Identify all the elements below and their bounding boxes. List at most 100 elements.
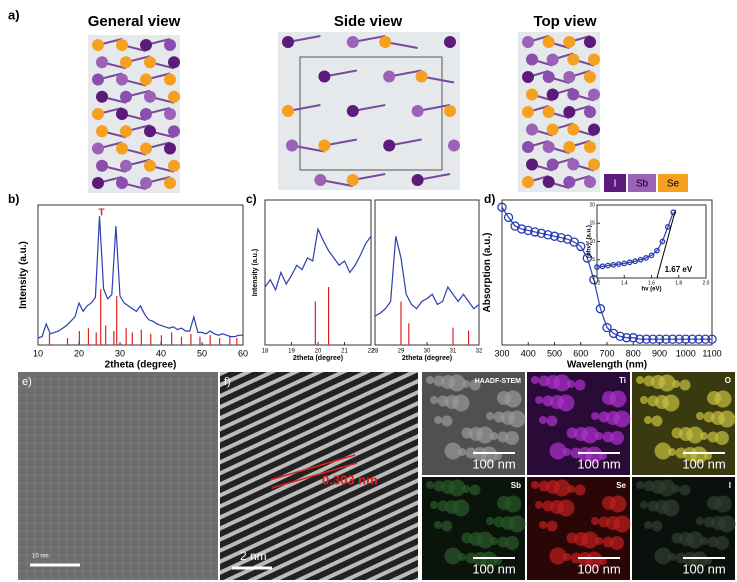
map-grain [640,501,648,509]
map-grain [662,394,680,412]
x-tick-label: 1.6 [648,280,655,286]
map-grain [549,442,567,460]
atom [379,36,392,48]
map-grain [715,536,729,550]
atom [140,73,152,86]
map-grain [644,416,652,424]
atom [584,71,596,83]
x-tick-label: 700 [599,348,614,358]
atom [144,125,156,138]
atom [588,88,600,101]
map-grain [480,446,498,464]
map-grain [508,410,526,428]
legend-swatch [658,174,688,192]
map-grain [714,495,732,513]
map-grain [636,481,644,489]
atom [120,56,132,69]
x-axis-label: hv (eV) [641,287,661,293]
panel-label: b) [8,192,19,206]
y-axis-label: (αhν)² (a.u.) [586,225,593,258]
data-point [543,230,553,240]
map-grain [462,380,470,388]
map-grain [679,379,691,391]
panel-label: d) [484,192,495,206]
atom [526,123,538,136]
map-grain [581,531,599,549]
scale-label: 100 nm [682,561,725,576]
map-grain [718,410,736,428]
map-grain [696,412,704,420]
map-grain [686,426,704,444]
x-tick-label: 600 [573,348,588,358]
atom [444,105,456,117]
tem-image [18,372,218,580]
map-grain [426,481,434,489]
map-grain [574,484,586,496]
data-point [589,275,599,285]
data-point [626,259,633,266]
map-grain [531,481,539,489]
unit-cell [299,56,443,171]
map-grain [574,379,586,391]
data-point [661,334,671,344]
x-tick-label: 500 [547,348,562,358]
data-point [582,253,593,263]
data-point [632,258,639,265]
hrtem-image [220,372,418,580]
map-title: Sb [511,481,521,490]
map-grain [535,396,543,404]
atom [526,53,538,66]
map-grain [610,431,624,445]
map-grain [658,374,676,392]
data-point [556,232,566,243]
plot-frame [374,199,480,346]
atom [522,71,534,83]
data-point [594,264,600,270]
map-grain [505,431,519,445]
atom [563,106,576,118]
atom [92,39,104,51]
map-grain [476,531,494,549]
map-grain [546,520,558,532]
map-grain [609,390,627,408]
legend-label: Se [667,179,680,190]
map-grain [658,479,676,497]
atom [144,90,156,103]
data-point [621,333,632,343]
atom [584,176,596,188]
data-point [530,227,540,237]
x-tick-label: 28 [372,349,379,355]
atom [116,177,128,189]
map-grain [718,515,736,533]
x-tick-label: 1.2 [594,280,601,286]
legend-label: Sb [636,179,649,190]
map-grain [430,501,438,509]
atom [92,142,104,155]
map-grain [567,485,575,493]
atom [314,174,327,186]
data-point [615,331,625,342]
atom [116,39,128,51]
map-grain [581,426,599,444]
data-point [576,241,586,252]
map-grain [557,499,575,517]
scale-label: 100 nm [577,561,620,576]
atom [286,139,298,152]
atom [542,71,555,83]
atom [444,36,456,48]
atom [318,139,331,152]
atom [542,106,555,118]
atom [567,158,580,171]
x-axis-label: Wavelength (nm) [567,359,647,370]
x-tick-label: 2.0 [703,280,710,286]
x-tick-label: 30 [115,348,125,358]
scale-label: 100 nm [577,456,620,471]
atom [96,125,108,138]
atom [411,105,424,117]
y-tick-label: 15 [589,221,595,227]
map-grain [715,431,729,445]
scale-label: 100 nm [472,456,515,471]
atom [168,90,180,103]
spacing-label: 0.303 nm [322,472,378,487]
map-grain [469,484,481,496]
